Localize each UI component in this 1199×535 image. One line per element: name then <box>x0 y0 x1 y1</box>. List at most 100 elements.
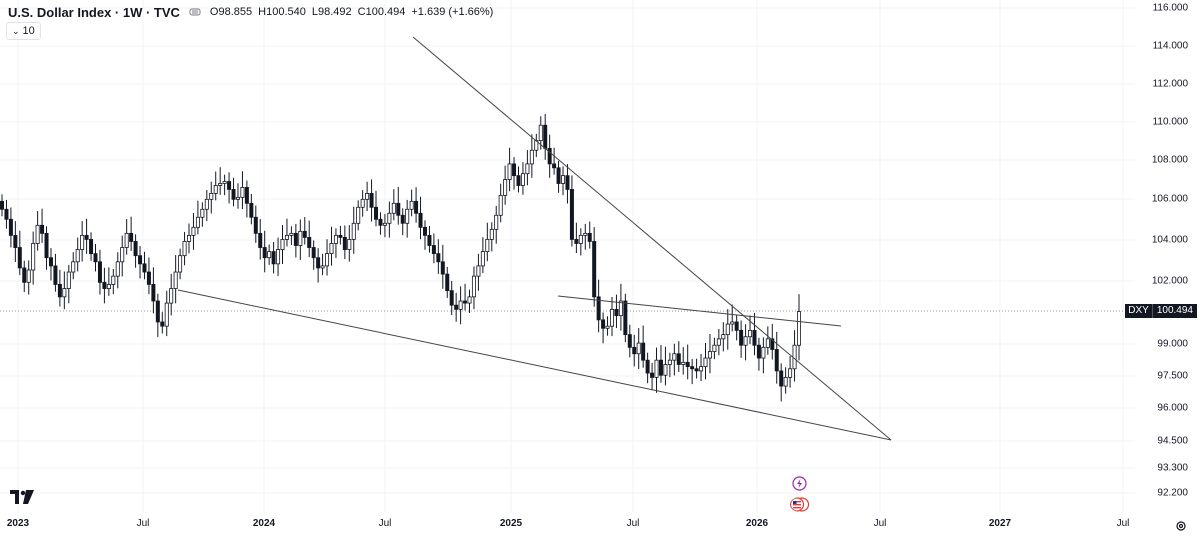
candle-body <box>22 267 27 283</box>
time-tick-label: 2026 <box>745 518 769 529</box>
candle-body <box>672 353 677 361</box>
chart-canvas[interactable] <box>0 0 1135 513</box>
time-axis[interactable]: 2023 Jul 2024 Jul 2025 Jul 2026 Jul 2027 Jul <box>0 513 1135 535</box>
chevron-down-icon: ⌄ <box>12 25 20 36</box>
symbol-title[interactable]: U.S. Dollar Index · 1W · TVC <box>8 4 180 20</box>
candle-body <box>93 253 98 263</box>
candle-body <box>316 257 321 269</box>
candle-body <box>204 198 209 210</box>
candle-body <box>213 185 218 194</box>
candle-body <box>338 234 343 238</box>
candle-body <box>351 222 356 240</box>
price-tick-label: 93.300 <box>1157 462 1188 474</box>
candle-body <box>374 206 379 220</box>
candle-body <box>151 284 156 302</box>
upper-channel-line[interactable] <box>557 295 842 327</box>
candlestick-series <box>0 113 802 402</box>
candle-body <box>53 265 58 285</box>
time-tick-label: Jul <box>136 518 150 529</box>
candle-body <box>160 321 165 327</box>
candle-body <box>89 239 94 255</box>
eye-icon[interactable] <box>188 5 202 19</box>
candle-body <box>552 163 557 169</box>
candle-body <box>712 344 717 353</box>
candle-body <box>62 288 67 298</box>
candle-body <box>721 334 726 340</box>
candle-body <box>48 257 53 267</box>
candle-body <box>8 218 13 236</box>
candle-body <box>378 218 383 226</box>
candle-body <box>387 212 392 224</box>
candle-body <box>632 346 637 355</box>
candle-body <box>734 321 739 331</box>
price-tick-label: 112.000 <box>1152 78 1188 90</box>
candle-body <box>169 288 174 304</box>
lightning-event-icon[interactable] <box>792 476 807 491</box>
candle-body <box>507 163 512 180</box>
candle-body <box>788 368 793 378</box>
candle-body <box>209 192 214 200</box>
time-tick-label: Jul <box>626 518 640 529</box>
candle-body <box>431 245 436 255</box>
candle-body <box>129 232 134 242</box>
price-tick-label: 102.000 <box>1151 275 1188 287</box>
price-tick-label: 116.000 <box>1152 2 1188 14</box>
candle-body <box>627 334 632 348</box>
candle-body <box>676 353 681 365</box>
gear-icon[interactable] <box>1175 520 1187 532</box>
candle-body <box>543 124 548 149</box>
candle-body <box>409 200 414 210</box>
falling-resistance-line[interactable] <box>412 36 892 441</box>
candle-body <box>467 296 472 304</box>
candle-body <box>31 243 36 271</box>
candle-body <box>360 198 365 208</box>
candle-body <box>396 202 401 216</box>
candle-body <box>35 224 40 244</box>
time-tick-label: 2025 <box>499 518 523 529</box>
candle-body <box>645 359 650 374</box>
last-price-badge: DXY 100.494 <box>1125 304 1197 318</box>
candle-body <box>636 342 641 355</box>
candle-body <box>565 175 570 190</box>
candle-body <box>44 232 49 259</box>
candle-body <box>222 181 227 184</box>
candle-body <box>663 364 668 376</box>
indicator-toggle[interactable]: ⌄ 10 <box>6 22 41 40</box>
candle-body <box>516 175 521 186</box>
chart-grid <box>0 0 1135 513</box>
high-value: 100.540 <box>266 6 306 18</box>
candle-body <box>75 249 80 263</box>
support-line[interactable] <box>177 289 892 441</box>
candle-body <box>133 241 138 257</box>
candle-body <box>71 261 76 273</box>
candle-body <box>578 234 583 244</box>
candle-body <box>436 253 441 263</box>
candle-body <box>512 163 517 177</box>
price-tick-label: 94.500 <box>1157 435 1188 447</box>
candle-body <box>249 202 254 218</box>
high-label: H <box>258 6 267 18</box>
candle-body <box>138 255 143 265</box>
candle-body <box>703 357 708 368</box>
candle-body <box>725 323 730 336</box>
candle-body <box>476 265 481 277</box>
candle-body <box>489 228 494 240</box>
candle-body <box>276 249 281 265</box>
flag-event-icon[interactable] <box>790 497 810 512</box>
candle-body <box>556 167 561 184</box>
candle-body <box>538 124 543 142</box>
candle-body <box>699 366 704 372</box>
candle-body <box>422 226 427 236</box>
candle-body <box>400 214 405 224</box>
candle-body <box>293 232 298 246</box>
candle-body <box>454 304 459 310</box>
candle-body <box>658 359 663 376</box>
candle-body <box>440 261 445 275</box>
candle-body <box>13 234 18 248</box>
price-tick-label: 108.000 <box>1151 154 1188 166</box>
tradingview-logo[interactable] <box>10 490 34 504</box>
price-axis[interactable]: 116.000 114.000 112.000 110.000 108.000 106.0… <box>1135 0 1199 515</box>
time-tick-label: 2027 <box>988 518 1012 529</box>
candle-body <box>311 247 316 259</box>
candle-body <box>280 239 285 250</box>
